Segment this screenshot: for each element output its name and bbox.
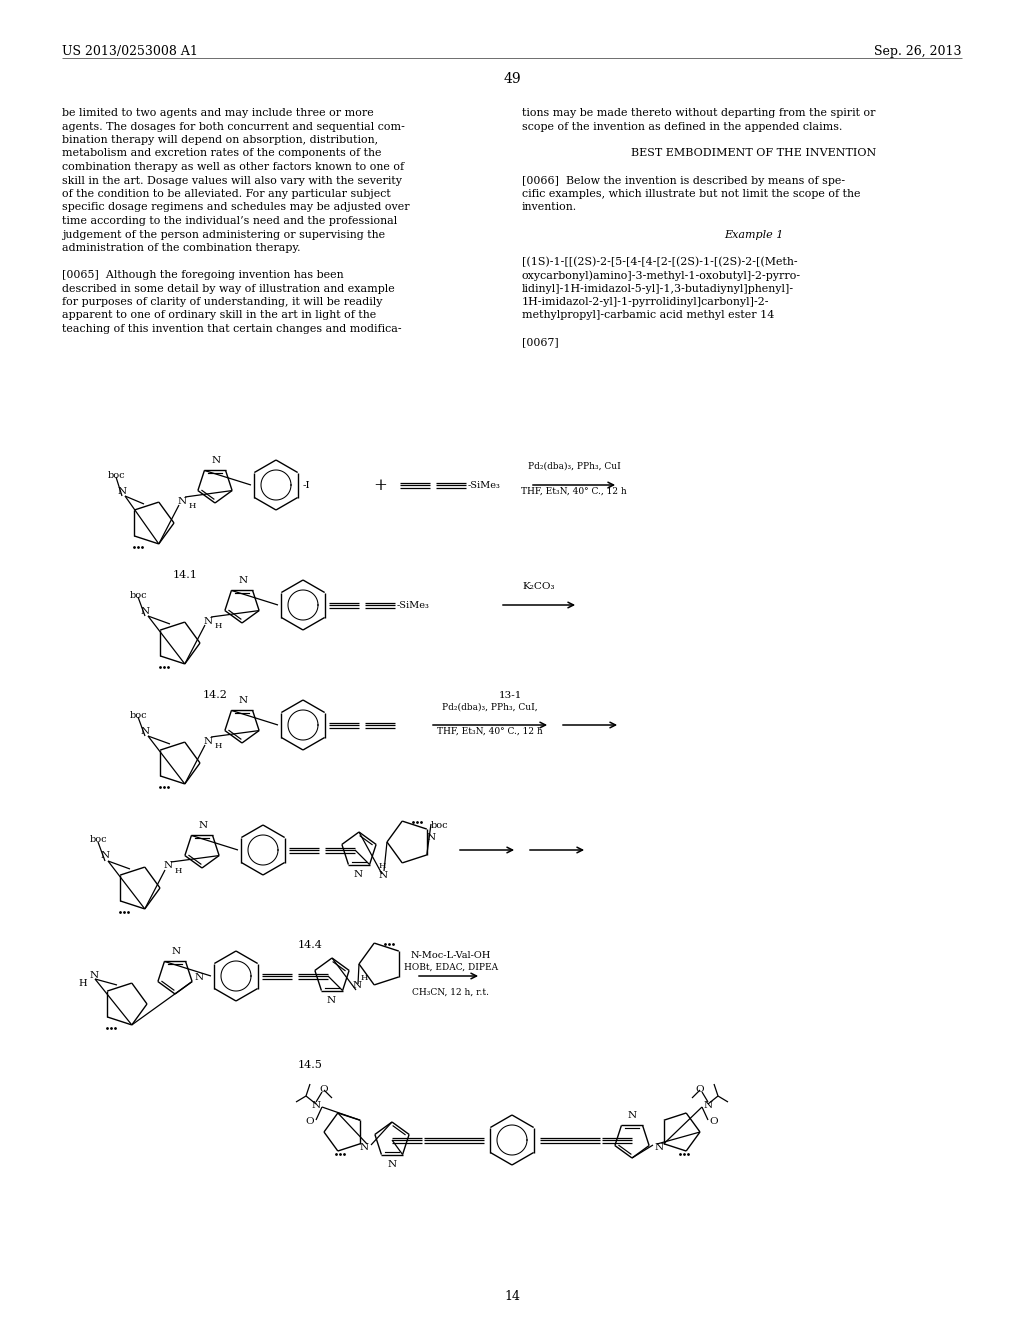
Text: Pd₂(dba)₃, PPh₃, CuI,: Pd₂(dba)₃, PPh₃, CuI,	[442, 704, 538, 711]
Text: [(1S)-1-[[(2S)-2-[5-[4-[4-[2-[(2S)-1-[(2S)-2-[(Meth-: [(1S)-1-[[(2S)-2-[5-[4-[4-[2-[(2S)-1-[(2…	[522, 256, 798, 267]
Text: agents. The dosages for both concurrent and sequential com-: agents. The dosages for both concurrent …	[62, 121, 404, 132]
Text: Sep. 26, 2013: Sep. 26, 2013	[874, 45, 962, 58]
Text: O: O	[695, 1085, 705, 1094]
Text: N: N	[118, 487, 127, 495]
Text: Example 1: Example 1	[724, 230, 783, 239]
Text: judgement of the person administering or supervising the: judgement of the person administering or…	[62, 230, 385, 239]
Text: N: N	[655, 1143, 665, 1152]
Text: lidinyl]-1H-imidazol-5-yl]-1,3-butadiynyl]phenyl]-: lidinyl]-1H-imidazol-5-yl]-1,3-butadiyny…	[522, 284, 795, 293]
Text: -I: -I	[303, 480, 310, 490]
Text: teaching of this invention that certain changes and modifica-: teaching of this invention that certain …	[62, 323, 401, 334]
Text: N: N	[379, 870, 388, 879]
Text: US 2013/0253008 A1: US 2013/0253008 A1	[62, 45, 198, 58]
Text: N: N	[211, 455, 220, 465]
Text: H: H	[215, 622, 222, 630]
Text: Pd₂(dba)₃, PPh₃, CuI: Pd₂(dba)₃, PPh₃, CuI	[527, 462, 621, 471]
Text: scope of the invention as defined in the appended claims.: scope of the invention as defined in the…	[522, 121, 843, 132]
Text: invention.: invention.	[522, 202, 578, 213]
Text: N: N	[195, 974, 204, 982]
Text: N: N	[239, 576, 248, 585]
Text: [0067]: [0067]	[522, 338, 559, 347]
Text: N: N	[239, 696, 248, 705]
Text: N: N	[177, 496, 186, 506]
Text: specific dosage regimens and schedules may be adjusted over: specific dosage regimens and schedules m…	[62, 202, 410, 213]
Text: N: N	[327, 997, 336, 1005]
Text: 1H-imidazol-2-yl]-1-pyrrolidinyl]carbonyl]-2-: 1H-imidazol-2-yl]-1-pyrrolidinyl]carbony…	[522, 297, 769, 308]
Text: N: N	[311, 1101, 321, 1110]
Text: N: N	[353, 982, 362, 990]
Text: H: H	[175, 867, 182, 875]
Text: -SiMe₃: -SiMe₃	[468, 480, 501, 490]
Text: BEST EMBODIMENT OF THE INVENTION: BEST EMBODIMENT OF THE INVENTION	[632, 149, 877, 158]
Text: 13-1: 13-1	[499, 690, 521, 700]
Text: of the condition to be alleviated. For any particular subject: of the condition to be alleviated. For a…	[62, 189, 391, 199]
Text: metabolism and excretion rates of the components of the: metabolism and excretion rates of the co…	[62, 149, 382, 158]
Text: H: H	[379, 862, 386, 870]
Text: N: N	[387, 1160, 396, 1170]
Text: 14.5: 14.5	[298, 1060, 323, 1071]
Text: apparent to one of ordinary skill in the art in light of the: apparent to one of ordinary skill in the…	[62, 310, 376, 321]
Text: boc: boc	[90, 836, 108, 845]
Text: described in some detail by way of illustration and example: described in some detail by way of illus…	[62, 284, 394, 293]
Text: 14: 14	[504, 1290, 520, 1303]
Text: H: H	[361, 974, 369, 982]
Text: N: N	[100, 851, 110, 861]
Text: [0065]  Although the foregoing invention has been: [0065] Although the foregoing invention …	[62, 271, 344, 280]
Text: be limited to two agents and may include three or more: be limited to two agents and may include…	[62, 108, 374, 117]
Text: administration of the combination therapy.: administration of the combination therap…	[62, 243, 300, 253]
Text: N: N	[140, 726, 150, 735]
Text: N: N	[204, 616, 213, 626]
Text: N: N	[703, 1101, 713, 1110]
Text: +: +	[373, 477, 387, 494]
Text: K₂CO₃: K₂CO₃	[522, 582, 555, 591]
Text: 49: 49	[503, 73, 521, 86]
Text: N: N	[199, 821, 208, 830]
Text: N: N	[427, 833, 436, 842]
Text: N: N	[164, 862, 173, 870]
Text: skill in the art. Dosage values will also vary with the severity: skill in the art. Dosage values will als…	[62, 176, 402, 186]
Text: N: N	[140, 606, 150, 615]
Text: bination therapy will depend on absorption, distribution,: bination therapy will depend on absorpti…	[62, 135, 378, 145]
Text: CH₃CN, 12 h, r.t.: CH₃CN, 12 h, r.t.	[413, 987, 489, 997]
Text: N: N	[359, 1143, 369, 1152]
Text: N: N	[171, 946, 180, 956]
Text: tions may be made thereto without departing from the spirit or: tions may be made thereto without depart…	[522, 108, 876, 117]
Text: boc: boc	[108, 470, 126, 479]
Text: boc: boc	[130, 590, 147, 599]
Text: 14.1: 14.1	[173, 570, 198, 579]
Text: cific examples, which illustrate but not limit the scope of the: cific examples, which illustrate but not…	[522, 189, 860, 199]
Text: H: H	[189, 502, 197, 510]
Text: O: O	[710, 1118, 718, 1126]
Text: 14.4: 14.4	[298, 940, 323, 950]
Text: O: O	[306, 1118, 314, 1126]
Text: THF, Et₃N, 40° C., 12 h: THF, Et₃N, 40° C., 12 h	[521, 487, 627, 496]
Text: N: N	[628, 1111, 637, 1119]
Text: N: N	[90, 972, 99, 981]
Text: THF, Et₃N, 40° C., 12 h: THF, Et₃N, 40° C., 12 h	[437, 727, 543, 737]
Text: oxycarbonyl)amino]-3-methyl-1-oxobutyl]-2-pyrro-: oxycarbonyl)amino]-3-methyl-1-oxobutyl]-…	[522, 271, 801, 281]
Text: time according to the individual’s need and the professional: time according to the individual’s need …	[62, 216, 397, 226]
Text: combination therapy as well as other factors known to one of: combination therapy as well as other fac…	[62, 162, 404, 172]
Text: methylpropyl]-carbamic acid methyl ester 14: methylpropyl]-carbamic acid methyl ester…	[522, 310, 774, 321]
Text: boc: boc	[130, 710, 147, 719]
Text: [0066]  Below the invention is described by means of spe-: [0066] Below the invention is described …	[522, 176, 845, 186]
Text: boc: boc	[431, 821, 449, 830]
Text: N: N	[204, 737, 213, 746]
Text: H: H	[215, 742, 222, 750]
Text: O: O	[319, 1085, 329, 1094]
Text: H: H	[79, 979, 87, 989]
Text: N-Moc-L-Val-OH: N-Moc-L-Val-OH	[411, 950, 492, 960]
Text: N: N	[353, 870, 362, 879]
Text: 14.2: 14.2	[203, 690, 227, 700]
Text: for purposes of clarity of understanding, it will be readily: for purposes of clarity of understanding…	[62, 297, 383, 308]
Text: -SiMe₃: -SiMe₃	[397, 601, 430, 610]
Text: HOBt, EDAC, DIPEA: HOBt, EDAC, DIPEA	[403, 964, 498, 972]
